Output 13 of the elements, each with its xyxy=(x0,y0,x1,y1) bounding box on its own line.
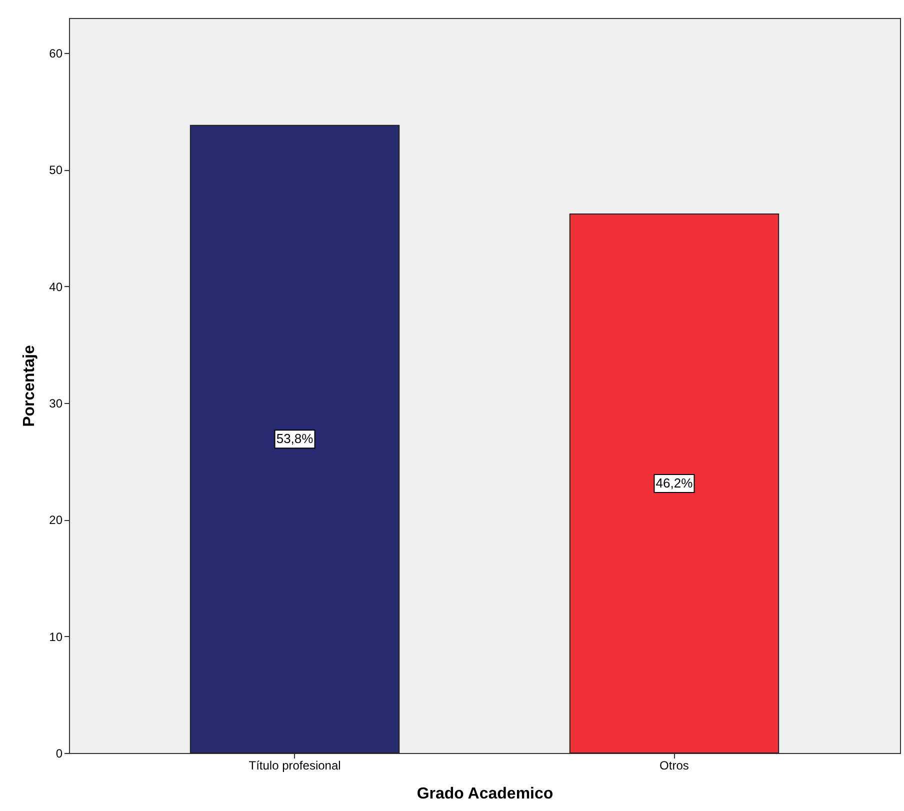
y-tick-label: 0 xyxy=(56,746,63,760)
y-tick-label: 30 xyxy=(49,396,63,410)
y-tick-label: 40 xyxy=(49,280,63,294)
x-tick-label: Otros xyxy=(660,758,689,772)
x-tick-label: Título profesional xyxy=(248,758,341,772)
y-tick-label: 10 xyxy=(49,630,63,644)
y-tick-label: 50 xyxy=(49,163,63,178)
data-label: 46,2% xyxy=(656,476,694,490)
y-axis-title: Porcentaje xyxy=(21,344,38,427)
data-label: 53,8% xyxy=(276,431,314,446)
y-tick-label: 60 xyxy=(49,46,63,60)
x-axis-title: Grado Academico xyxy=(416,786,554,802)
y-tick-label: 20 xyxy=(49,513,63,528)
